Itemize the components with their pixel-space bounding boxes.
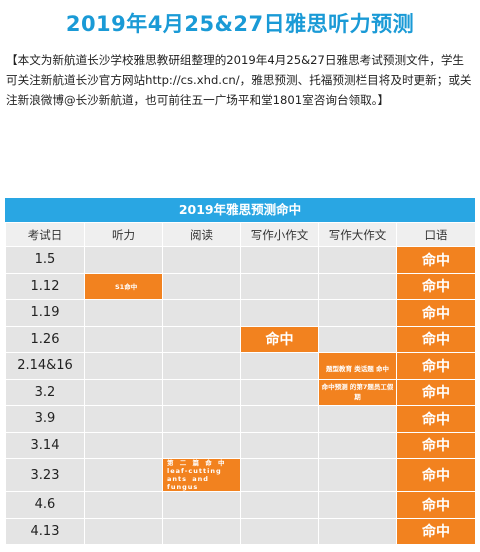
speaking-cell: 命中 xyxy=(396,517,476,545)
exam-date-cell: 3.14 xyxy=(5,431,85,459)
exam-date-cell: 3.23 xyxy=(5,458,85,492)
writing-task2-cell xyxy=(318,491,397,519)
writing-task1-cell xyxy=(240,352,319,380)
speaking-cell: 命中 xyxy=(396,431,476,459)
speaking-cell: 命中 xyxy=(396,246,476,274)
writing-task2-cell xyxy=(318,272,397,300)
header-reading: 阅读 xyxy=(162,222,241,247)
hit-note: 题型教育 类话题 命中 xyxy=(325,365,390,374)
prediction-table: 2019年雅思预测命中 考试日 听力 阅读 写作小作文 写作大作文 口语 1.5… xyxy=(5,198,476,545)
reading-cell xyxy=(162,405,241,433)
reading-cell xyxy=(162,378,241,406)
intro-paragraph: 【本文为新航道长沙学校雅思教研组整理的2019年4月25&27日雅思考试预测文件… xyxy=(6,53,472,107)
listening-cell xyxy=(84,405,163,433)
reading-cell xyxy=(162,272,241,300)
speaking-cell: 命中 xyxy=(396,378,476,406)
table-row: 1.5 命中 xyxy=(5,246,476,274)
speaking-cell: 命中 xyxy=(396,491,476,519)
listening-cell: S1命中 xyxy=(84,272,163,300)
listening-cell xyxy=(84,517,163,545)
exam-date-cell: 2.14&16 xyxy=(5,352,85,380)
table-row: 3.2 命中预测 的第7题员工假期 命中 xyxy=(5,378,476,406)
table-row: 3.14 命中 xyxy=(5,431,476,459)
reading-cell xyxy=(162,246,241,274)
reading-cell xyxy=(162,491,241,519)
reading-cell xyxy=(162,325,241,353)
reading-cell: 第 二 篇 命 中 leaf-cutting ants and fungus xyxy=(162,458,241,492)
listening-cell xyxy=(84,431,163,459)
table-row: 1.19 命中 xyxy=(5,299,476,327)
table-row: 2.14&16 题型教育 类话题 命中 命中 xyxy=(5,352,476,380)
writing-task1-cell: 命中 xyxy=(240,325,319,353)
reading-cell xyxy=(162,352,241,380)
exam-date-cell: 4.13 xyxy=(5,517,85,545)
table-body: 1.5 命中 1.12 S1命中 命中 1.19 命中 1.26 命中 命中 2.14&16 题型教育… xyxy=(5,246,476,545)
header-writing-task2: 写作大作文 xyxy=(318,222,397,247)
speaking-cell: 命中 xyxy=(396,325,476,353)
table-row: 3.9 命中 xyxy=(5,405,476,433)
writing-task1-cell xyxy=(240,272,319,300)
writing-task1-cell xyxy=(240,491,319,519)
hit-table: 考试日 听力 阅读 写作小作文 写作大作文 口语 1.5 命中 1.12 S1命中 命中… xyxy=(5,222,476,545)
hit-note: 命中预测 的第7题员工假期 xyxy=(321,383,394,402)
listening-cell xyxy=(84,458,163,492)
speaking-cell: 命中 xyxy=(396,299,476,327)
exam-date-cell: 1.26 xyxy=(5,325,85,353)
reading-cell xyxy=(162,517,241,545)
page-title: 2019年4月25&27日雅思听力预测 xyxy=(65,12,415,36)
writing-task2-cell xyxy=(318,246,397,274)
writing-task2-cell xyxy=(318,458,397,492)
table-row: 1.26 命中 命中 xyxy=(5,325,476,353)
writing-task1-cell xyxy=(240,431,319,459)
speaking-cell: 命中 xyxy=(396,458,476,492)
writing-task2-cell xyxy=(318,325,397,353)
header-row: 考试日 听力 阅读 写作小作文 写作大作文 口语 xyxy=(5,222,476,247)
listening-cell xyxy=(84,299,163,327)
writing-task1-cell xyxy=(240,378,319,406)
speaking-cell: 命中 xyxy=(396,352,476,380)
writing-task2-cell xyxy=(318,517,397,545)
exam-date-cell: 1.12 xyxy=(5,272,85,300)
listening-cell xyxy=(84,491,163,519)
listening-cell xyxy=(84,352,163,380)
listening-cell xyxy=(84,246,163,274)
writing-task2-cell: 命中预测 的第7题员工假期 xyxy=(318,378,397,406)
exam-date-cell: 1.19 xyxy=(5,299,85,327)
speaking-cell: 命中 xyxy=(396,272,476,300)
table-row: 3.23 第 二 篇 命 中 leaf-cutting ants and fung… xyxy=(5,458,476,492)
writing-task1-cell xyxy=(240,246,319,274)
header-writing-task1: 写作小作文 xyxy=(240,222,319,247)
writing-task2-cell xyxy=(318,405,397,433)
exam-date-cell: 1.5 xyxy=(5,246,85,274)
speaking-cell: 命中 xyxy=(396,405,476,433)
listening-cell xyxy=(84,325,163,353)
exam-date-cell: 4.6 xyxy=(5,491,85,519)
writing-task2-cell: 题型教育 类话题 命中 xyxy=(318,352,397,380)
writing-task1-cell xyxy=(240,405,319,433)
listening-cell xyxy=(84,378,163,406)
table-row: 1.12 S1命中 命中 xyxy=(5,272,476,300)
writing-task1-cell xyxy=(240,299,319,327)
exam-date-cell: 3.9 xyxy=(5,405,85,433)
writing-task2-cell xyxy=(318,431,397,459)
hit-note: 第 二 篇 命 中 leaf-cutting ants and fungus xyxy=(167,459,226,491)
exam-date-cell: 3.2 xyxy=(5,378,85,406)
header-speaking: 口语 xyxy=(396,222,476,247)
header-listening: 听力 xyxy=(84,222,163,247)
table-row: 4.6 命中 xyxy=(5,491,476,519)
writing-task2-cell xyxy=(318,299,397,327)
table-row: 4.13 命中 xyxy=(5,517,476,545)
writing-task1-cell xyxy=(240,517,319,545)
writing-task1-cell xyxy=(240,458,319,492)
header-exam-date: 考试日 xyxy=(5,222,85,247)
table-banner: 2019年雅思预测命中 xyxy=(5,198,475,222)
reading-cell xyxy=(162,431,241,459)
reading-cell xyxy=(162,299,241,327)
hit-note: S1命中 xyxy=(115,283,138,292)
